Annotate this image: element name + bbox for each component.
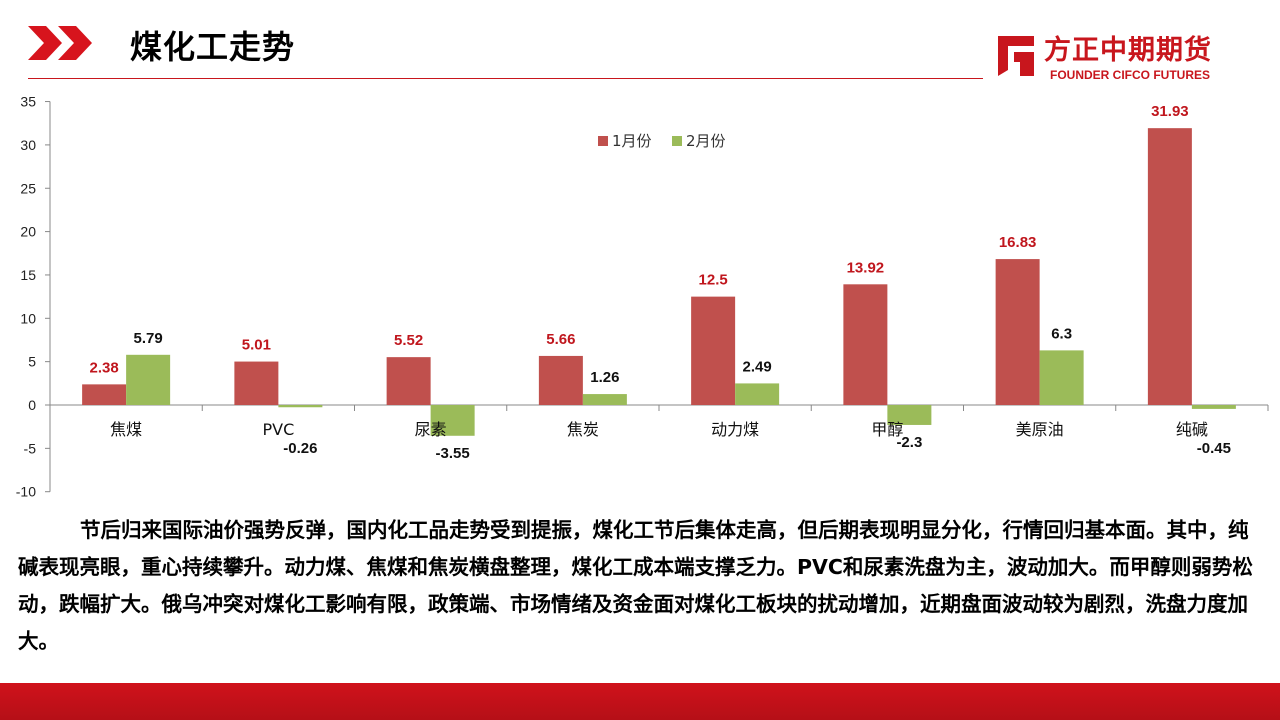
y-tick-label: -5 xyxy=(24,440,37,456)
data-label: 5.01 xyxy=(242,337,271,354)
data-label: 5.52 xyxy=(394,332,423,349)
bar-feb xyxy=(735,383,780,405)
bar-jan xyxy=(82,384,127,405)
bar-feb xyxy=(126,354,171,405)
bar-chart: -10 -5 0 5 10 15 20 25 30 35 2.38 5.79 焦煤 5.01 -0.26PV… xyxy=(16,94,1269,500)
data-label: -2.3 xyxy=(896,434,922,451)
page-title: 煤化工走势 xyxy=(130,28,296,66)
data-label: 13.92 xyxy=(847,259,885,276)
y-tick-label: 0 xyxy=(28,397,36,413)
data-label: 6.3 xyxy=(1051,325,1072,342)
logo-text-cn: 方正中期期货 xyxy=(1044,35,1212,66)
data-label: 31.93 xyxy=(1151,103,1189,120)
description-paragraph: 节后归来国际油价强势反弹，国内化工品走势受到提振，煤化工节后集体走高，但后期表现… xyxy=(18,518,1253,653)
logo-text-en: FOUNDER CIFCO FUTURES xyxy=(1050,68,1210,82)
bar-feb xyxy=(887,405,932,425)
bar-feb xyxy=(430,405,475,436)
data-label: 12.5 xyxy=(699,272,728,289)
category-label: 动力煤 xyxy=(711,420,759,439)
data-label: 2.38 xyxy=(90,359,119,376)
slide-header: 煤化工走势 方正中期期货 FOUNDER CIFCO FUTURES xyxy=(0,0,1280,90)
category-label: 纯碱 xyxy=(1176,420,1208,439)
bar-jan xyxy=(234,361,279,405)
y-tick-label: 20 xyxy=(20,224,36,240)
data-label: 5.66 xyxy=(546,331,575,348)
data-label: 2.49 xyxy=(743,358,772,375)
footer-band xyxy=(0,683,1280,720)
data-label: -3.55 xyxy=(436,445,470,462)
bar-feb xyxy=(1191,405,1236,409)
bar-jan xyxy=(1147,128,1192,405)
y-tick-label: 35 xyxy=(20,94,36,110)
category-label: 焦炭 xyxy=(567,420,599,439)
y-tick-label: 5 xyxy=(28,354,36,370)
data-label: -0.26 xyxy=(283,440,317,457)
y-tick-label: 10 xyxy=(20,310,36,326)
data-label: 16.83 xyxy=(999,234,1037,251)
bar-feb xyxy=(582,394,627,405)
category-label: 尿素 xyxy=(415,420,447,439)
category-label: PVC xyxy=(262,420,294,439)
legend-swatch xyxy=(598,136,608,146)
legend-label: 1月份 xyxy=(612,132,652,150)
legend-swatch xyxy=(672,136,682,146)
bar-jan xyxy=(386,357,431,405)
bar-jan xyxy=(995,259,1040,405)
data-label: 5.79 xyxy=(134,330,163,347)
data-label: 1.26 xyxy=(590,369,619,386)
category-label: 甲醇 xyxy=(871,420,903,439)
bar-feb xyxy=(278,405,323,408)
category-label: 焦煤 xyxy=(110,420,142,439)
double-chevron-icon xyxy=(28,26,92,60)
y-tick-label: 25 xyxy=(20,180,36,196)
bar-jan xyxy=(538,355,583,405)
y-tick-label: 15 xyxy=(20,267,36,283)
company-logo: 方正中期期货 FOUNDER CIFCO FUTURES xyxy=(990,28,1252,88)
bar-jan xyxy=(691,296,736,405)
y-tick-label: -10 xyxy=(16,484,36,500)
bar-feb xyxy=(1039,350,1084,405)
legend-label: 2月份 xyxy=(686,132,726,150)
bar-jan xyxy=(843,284,888,405)
data-label: -0.45 xyxy=(1197,440,1231,457)
logo-mark-icon xyxy=(998,36,1034,76)
y-tick-label: 30 xyxy=(20,137,36,153)
header-divider xyxy=(28,78,983,79)
category-label: 美原油 xyxy=(1016,420,1064,439)
